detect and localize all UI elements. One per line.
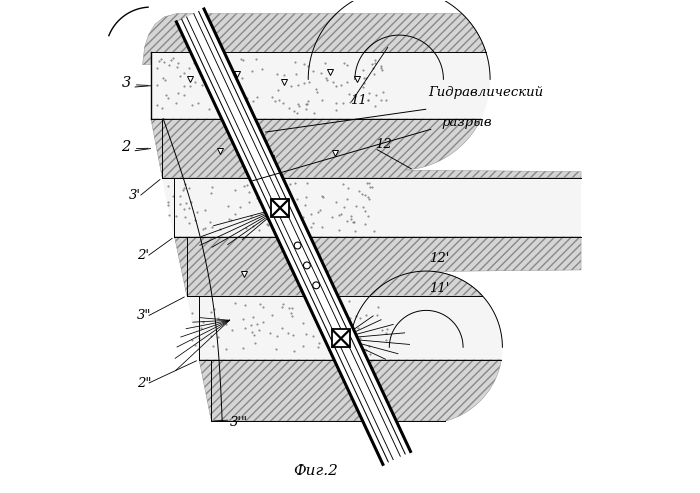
Text: 11: 11 <box>350 94 367 107</box>
Polygon shape <box>151 119 581 177</box>
Polygon shape <box>199 359 501 421</box>
Polygon shape <box>151 52 490 119</box>
Circle shape <box>294 242 301 249</box>
Text: 3'": 3'" <box>230 416 248 429</box>
Circle shape <box>313 282 320 289</box>
Polygon shape <box>143 13 202 65</box>
Text: 12: 12 <box>374 138 391 151</box>
Text: 12': 12' <box>428 252 449 265</box>
Text: 3": 3" <box>136 309 151 322</box>
Circle shape <box>303 262 310 269</box>
Polygon shape <box>187 296 503 359</box>
Text: 3': 3' <box>129 189 141 202</box>
Text: Гидравлический: Гидравлический <box>428 86 544 99</box>
Polygon shape <box>202 13 486 52</box>
Text: 2': 2' <box>136 249 148 262</box>
Text: 11': 11' <box>428 282 449 295</box>
Text: 2: 2 <box>121 140 131 154</box>
Polygon shape <box>176 9 410 464</box>
Text: Фиг.2: Фиг.2 <box>293 464 338 478</box>
Polygon shape <box>271 199 289 217</box>
Text: 3: 3 <box>121 76 131 90</box>
Polygon shape <box>332 329 350 348</box>
Polygon shape <box>162 177 581 237</box>
Text: 2": 2" <box>136 377 151 389</box>
Text: разрыв: разрыв <box>441 115 491 129</box>
Polygon shape <box>174 237 581 296</box>
